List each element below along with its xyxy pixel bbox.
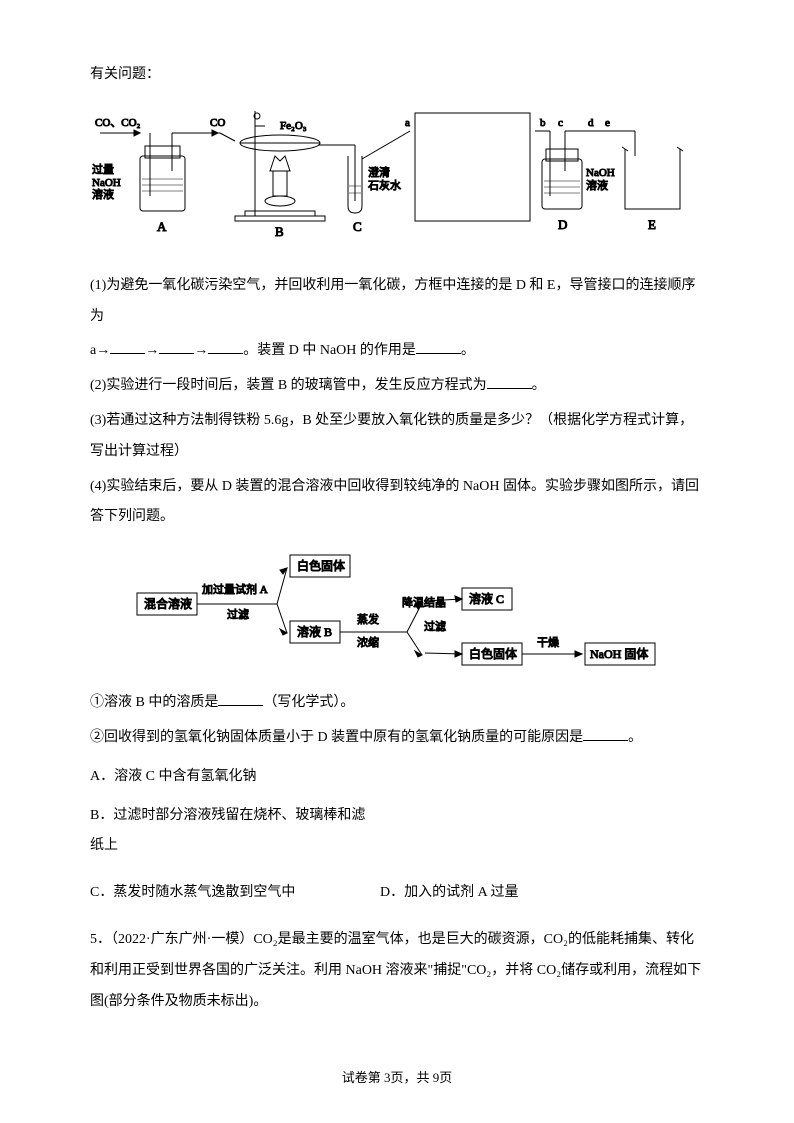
svg-text:干燥: 干燥: [537, 636, 559, 649]
sub2-end: 。: [628, 730, 642, 745]
svg-text:E: E: [648, 217, 656, 232]
svg-text:A: A: [157, 219, 167, 234]
blank-6[interactable]: [218, 688, 263, 706]
q4-line: (4)实验结束后，要从 D 装置的混合溶液中回收得到较纯净的 NaOH 固体。实…: [90, 472, 704, 534]
blank-7[interactable]: [583, 723, 628, 741]
flow-diagram: 混合溶液 加过量试剂 A 过滤 白色固体 溶液 B 蒸发 浓缩: [110, 543, 704, 673]
page-footer: 试卷第 3页，共 9页: [0, 1064, 794, 1093]
q1-mid: 。装置 D 中 NaOH 的作用是: [243, 343, 416, 358]
sub1-text: ①溶液 B 中的溶质是: [90, 695, 218, 710]
q2-text: (2)实验进行一段时间后，装置 B 的玻璃管中，发生反应方程式为: [90, 378, 487, 393]
svg-text:NaOH: NaOH: [586, 167, 615, 179]
option-d[interactable]: D．加入的试剂 A 过量: [380, 878, 580, 909]
svg-text:浓缩: 浓缩: [357, 636, 379, 649]
svg-text:溶液: 溶液: [92, 187, 114, 201]
q1-arrow1: →: [145, 343, 159, 358]
svg-text:NaOH: NaOH: [92, 177, 121, 189]
option-c[interactable]: C．蒸发时随水蒸气逸散到空气中: [90, 878, 340, 909]
svg-text:e: e: [605, 117, 610, 129]
svg-text:C: C: [353, 219, 362, 234]
svg-text:加过量试剂 A: 加过量试剂 A: [202, 582, 268, 596]
sub1-line: ①溶液 B 中的溶质是 （写化学式）。: [90, 688, 704, 719]
blank-2[interactable]: [159, 336, 194, 354]
blank-5[interactable]: [487, 371, 532, 389]
sub1-end: （写化学式）。: [263, 695, 354, 710]
blank-1[interactable]: [110, 336, 145, 354]
svg-text:d: d: [588, 117, 594, 129]
q1-end: 。: [461, 343, 475, 358]
q2-line: (2)实验进行一段时间后，装置 B 的玻璃管中，发生反应方程式为 。: [90, 371, 704, 402]
svg-text:B: B: [275, 224, 284, 239]
option-b[interactable]: B．过滤时部分溶液残留在烧杯、玻璃棒和滤纸上: [90, 801, 370, 863]
svg-text:蒸发: 蒸发: [357, 612, 379, 626]
q2-end: 。: [532, 378, 546, 393]
svg-text:过量: 过量: [92, 163, 114, 176]
options-row1: A．溶液 C 中含有氢氧化钠 B．过滤时部分溶液残留在烧杯、玻璃棒和滤纸上: [90, 762, 704, 870]
q3-line: (3)若通过这种方法制得铁粉 5.6g，B 处至少要放入氧化铁的质量是多少？（根…: [90, 406, 704, 468]
q1-line1: (1)为避免一氧化碳污染空气，并回收利用一氧化碳，方框中连接的是 D 和 E，导…: [90, 271, 704, 333]
svg-text:NaOH 固体: NaOH 固体: [590, 647, 648, 661]
svg-text:a: a: [405, 117, 410, 129]
experiment-diagram: CO、CO₂ 过量 NaOH 溶液 A CO: [90, 101, 704, 256]
svg-text:D: D: [558, 217, 567, 232]
sub2-line: ②回收得到的氢氧化钠固体质量小于 D 装置中原有的氢氧化钠质量的可能原因是 。: [90, 723, 704, 754]
svg-text:混合溶液: 混合溶液: [144, 596, 192, 611]
sub2-text: ②回收得到的氢氧化钠固体质量小于 D 装置中原有的氢氧化钠质量的可能原因是: [90, 730, 583, 745]
svg-text:溶液 B: 溶液 B: [297, 624, 332, 639]
svg-text:石灰水: 石灰水: [368, 178, 401, 192]
svg-text:过滤: 过滤: [227, 608, 249, 621]
svg-text:澄清: 澄清: [368, 165, 390, 179]
option-a[interactable]: A．溶液 C 中含有氢氧化钠: [90, 762, 370, 793]
options-row2: C．蒸发时随水蒸气逸散到空气中 D．加入的试剂 A 过量: [90, 878, 704, 917]
svg-text:溶液 C: 溶液 C: [469, 591, 504, 606]
svg-text:白色固体: 白色固体: [469, 646, 517, 661]
gas-label: CO、CO₂: [95, 117, 141, 129]
svg-text:降温结晶: 降温结晶: [402, 595, 446, 609]
svg-text:白色固体: 白色固体: [297, 558, 345, 573]
q1-line2: a→ → → 。装置 D 中 NaOH 的作用是 。: [90, 336, 704, 367]
svg-text:b: b: [540, 117, 546, 129]
svg-text:c: c: [558, 117, 563, 129]
blank-4[interactable]: [416, 336, 461, 354]
svg-text:CO: CO: [210, 117, 225, 129]
q5-line: 5．（2022·广东广州·一模）CO₂是最主要的温室气体，也是巨大的碳资源，CO…: [90, 925, 704, 1017]
q1-prefix: a→: [90, 343, 110, 358]
intro-text: 有关问题：: [90, 60, 704, 91]
svg-text:过滤: 过滤: [424, 620, 446, 633]
q1-arrow2: →: [194, 343, 208, 358]
svg-text:溶液: 溶液: [586, 178, 608, 192]
svg-text:Fe₂O₃: Fe₂O₃: [280, 120, 307, 132]
blank-3[interactable]: [208, 336, 243, 354]
